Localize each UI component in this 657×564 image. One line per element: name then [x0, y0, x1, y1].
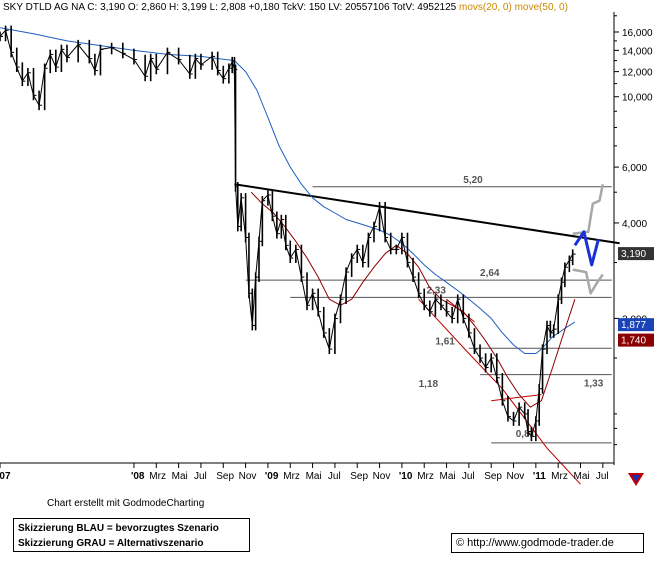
support-label: 5,20 — [463, 175, 483, 186]
price-badge-box — [618, 333, 654, 347]
legend-grey-scenario: Skizzierung GRAU = Alternativszenario — [18, 538, 204, 549]
red-downtrend-line — [418, 298, 581, 485]
price-badge-box — [618, 318, 654, 332]
y-tick-label: 12,000 — [622, 68, 653, 79]
price-badge-label: 1,877 — [621, 320, 646, 331]
header-quote-0: C: 3,190 — [87, 2, 128, 13]
website-url[interactable]: http://www.godmode-trader.de — [467, 537, 614, 549]
header-quote-2: H: 3,199 — [169, 2, 210, 13]
axes: 16,00014,00012,00010,0006,0004,0002,000'… — [0, 12, 654, 482]
y-tick-label: 10,000 — [622, 93, 653, 104]
scenario-legend: Skizzierung BLAU = bevorzugtes Szenario … — [13, 518, 250, 552]
support-label: 2,33 — [426, 285, 446, 296]
x-tick-label: Mrz — [417, 471, 434, 482]
x-tick-label: '08 — [131, 471, 145, 482]
plot-area — [0, 25, 620, 485]
x-tick-label: '07 — [0, 471, 11, 482]
x-tick-label: Jul — [194, 471, 207, 482]
moving-average-50 — [0, 27, 576, 354]
copyright-icon: © — [456, 537, 465, 549]
scenario-grey-up — [572, 183, 605, 235]
price-badge-label: 3,190 — [621, 249, 646, 260]
godmode-logo-icon — [625, 470, 647, 488]
x-tick-label: '10 — [399, 471, 413, 482]
support-label: 1,18 — [419, 379, 439, 390]
scenario-grey-down — [572, 268, 604, 295]
x-tick-label: '09 — [265, 471, 279, 482]
x-tick-label: Mrz — [283, 471, 300, 482]
x-tick-label: Mrz — [551, 471, 568, 482]
header-quote-1: O: 2,860 — [128, 2, 169, 13]
chart-credit: Chart erstellt mit GodmodeCharting — [47, 498, 205, 509]
x-tick-label: Jul — [596, 471, 609, 482]
header-ma-label-0: movs(20, 0) — [459, 2, 515, 13]
header-quote-4: +0,180 — [249, 2, 282, 13]
support-label: 0,81 — [516, 429, 536, 440]
header-ma-label-1: move(50, 0) — [515, 2, 568, 13]
y-tick-label: 16,000 — [622, 28, 653, 39]
x-tick-label: Jul — [328, 471, 341, 482]
website-link[interactable]: © http://www.godmode-trader.de — [451, 533, 644, 553]
x-tick-label: Mai — [440, 471, 456, 482]
support-label: 2,64 — [480, 268, 500, 279]
price-badge-label: 1,740 — [621, 336, 646, 347]
x-tick-label: Mai — [172, 471, 188, 482]
x-tick-label: Mai — [306, 471, 322, 482]
header-quote-7: TotV: 4952125 — [392, 2, 459, 13]
x-tick-label: Nov — [239, 471, 257, 482]
x-tick-label: Sep — [216, 471, 234, 482]
header-symbol: SKY DTLD AG NA — [3, 2, 87, 13]
scenario-blue — [573, 230, 600, 267]
red-trendline-lower — [491, 394, 542, 402]
y-tick-label: 4,000 — [622, 219, 647, 230]
x-tick-label: '11 — [533, 471, 546, 482]
x-tick-label: Jul — [462, 471, 475, 482]
header-quote: SKY DTLD AG NA C: 3,190 O: 2,860 H: 3,19… — [3, 2, 568, 13]
x-tick-label: Nov — [507, 471, 525, 482]
x-tick-label: Mai — [574, 471, 590, 482]
legend-blue-scenario: Skizzierung BLAU = bevorzugtes Szenario — [18, 523, 219, 534]
x-tick-label: Nov — [373, 471, 391, 482]
x-tick-label: Mrz — [149, 471, 166, 482]
price-badge-box — [618, 247, 654, 261]
y-tick-label: 14,000 — [622, 46, 653, 57]
y-tick-label: 6,000 — [622, 163, 647, 174]
support-label: 1,33 — [584, 379, 604, 390]
chart-header: SKY DTLD AG NA C: 3,190 O: 2,860 H: 3,19… — [3, 2, 568, 13]
header-quote-5: TckV: 150 — [282, 2, 328, 13]
header-quote-3: L: 2,808 — [210, 2, 249, 13]
header-quote-6: LV: 20557106 — [328, 2, 392, 13]
x-tick-label: Sep — [484, 471, 502, 482]
x-tick-label: Sep — [350, 471, 368, 482]
price-series — [0, 29, 574, 437]
price-chart: SKY DTLD AG NA C: 3,190 O: 2,860 H: 3,19… — [0, 2, 654, 485]
resistance-trendline — [234, 183, 620, 245]
support-label: 1,61 — [435, 336, 455, 347]
